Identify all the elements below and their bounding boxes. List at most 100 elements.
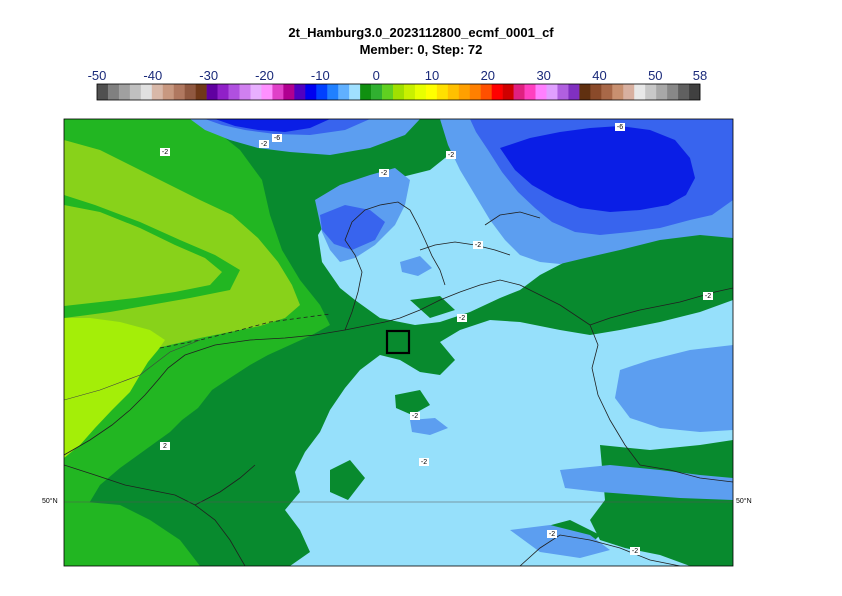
colorbar-cell bbox=[557, 84, 569, 100]
contour-label: -2 bbox=[261, 141, 267, 148]
contour-labels: -2 -6 -2 -2 -6 -2 -2 -2 -2 -2 2 -2 -2 -2 bbox=[160, 123, 713, 555]
colorbar-tick-label: 0 bbox=[373, 68, 380, 83]
colorbar-cell bbox=[382, 84, 394, 100]
contour-label-bg bbox=[547, 530, 557, 538]
colorbar-tick-label: -50 bbox=[88, 68, 107, 83]
colorbar-cell bbox=[217, 84, 229, 100]
colorbar-tick-label: 58 bbox=[693, 68, 707, 83]
contour-label-bg bbox=[446, 151, 456, 159]
colorbar-cell bbox=[656, 84, 668, 100]
field-mid-blue bbox=[510, 525, 610, 558]
chart-title: 2t_Hamburg3.0_2023112800_ecmf_0001_cf bbox=[288, 25, 554, 40]
contour-label: -2 bbox=[549, 531, 555, 538]
contour-label-bg bbox=[457, 314, 467, 322]
colorbar-cell bbox=[480, 84, 492, 100]
colorbar-cell bbox=[623, 84, 635, 100]
colorbar-cell bbox=[206, 84, 218, 100]
colorbar-cell bbox=[447, 84, 460, 100]
contour-label: -2 bbox=[459, 315, 465, 322]
colorbar-cell bbox=[327, 84, 339, 100]
contour-label: -2 bbox=[705, 293, 711, 300]
contour-label: -2 bbox=[632, 548, 638, 555]
colorbar-cell bbox=[645, 84, 657, 100]
colorbar-cell bbox=[184, 84, 196, 100]
contour-label: -2 bbox=[412, 413, 418, 420]
colorbar-cell bbox=[140, 84, 153, 100]
colorbar-cell bbox=[239, 84, 251, 100]
coastlines bbox=[64, 201, 733, 566]
colorbar-tick-labels: -50 -40 -30 -20 -10 0 10 20 30 40 50 58 bbox=[88, 68, 708, 83]
field-dark-green bbox=[395, 390, 430, 415]
colorbar-cell bbox=[667, 84, 679, 100]
colorbar-cell bbox=[283, 84, 295, 100]
colorbar-cell bbox=[524, 84, 536, 100]
colorbar-cell bbox=[579, 84, 591, 100]
contour-label: 2 bbox=[163, 443, 167, 450]
field-deep-blue bbox=[215, 119, 330, 132]
contour-label-bg bbox=[259, 140, 269, 148]
colorbar-cells bbox=[96, 83, 701, 101]
field-yellow-green bbox=[64, 205, 222, 306]
colorbar-cell bbox=[118, 84, 131, 100]
field-deep-blue bbox=[500, 126, 695, 212]
colorbar-tick-label: -30 bbox=[199, 68, 218, 83]
colorbar-cell bbox=[151, 84, 164, 100]
contour-label: -2 bbox=[448, 152, 454, 159]
colorbar-cell bbox=[129, 84, 142, 100]
colorbar-cell bbox=[546, 84, 558, 100]
colorbar-tick-label: 40 bbox=[592, 68, 606, 83]
colorbar-cell bbox=[568, 84, 580, 100]
colorbar-cell bbox=[107, 84, 120, 100]
colorbar-cell bbox=[261, 84, 273, 100]
colorbar-tick-label: 10 bbox=[425, 68, 439, 83]
colorbar-cell bbox=[316, 84, 328, 100]
contour-label-bg bbox=[379, 169, 389, 177]
colorbar-cell bbox=[349, 84, 361, 100]
field-dark-green bbox=[410, 296, 455, 318]
colorbar-tick-label: -40 bbox=[143, 68, 162, 83]
field-blue bbox=[320, 205, 385, 250]
contour-label-bg bbox=[410, 412, 420, 420]
contour-label: -6 bbox=[617, 124, 623, 131]
colorbar-cell bbox=[491, 84, 503, 100]
contour-label: -2 bbox=[162, 149, 168, 156]
contour-label: -2 bbox=[475, 242, 481, 249]
colorbar-cell bbox=[305, 84, 317, 100]
colorbar: -50 -40 -30 -20 -10 0 10 20 30 40 50 58 bbox=[88, 68, 708, 101]
field-mid-blue bbox=[400, 256, 432, 276]
contour-label-bg bbox=[615, 123, 625, 131]
colorbar-cell bbox=[403, 84, 416, 100]
colorbar-tick-label: 30 bbox=[536, 68, 550, 83]
chart-subtitle: Member: 0, Step: 72 bbox=[359, 42, 483, 57]
colorbar-cell bbox=[612, 84, 624, 100]
contour-label: -2 bbox=[381, 170, 387, 177]
colorbar-cell bbox=[678, 84, 690, 100]
map-frame bbox=[63, 118, 734, 567]
colorbar-cell bbox=[634, 84, 646, 100]
colorbar-cell bbox=[590, 84, 602, 100]
colorbar-cell bbox=[272, 84, 284, 100]
contour-label-bg bbox=[160, 148, 170, 156]
colorbar-cell bbox=[250, 84, 262, 100]
field-mid-blue bbox=[560, 465, 733, 500]
latitude-label-right: 50°N bbox=[736, 498, 752, 505]
contour-label: -2 bbox=[421, 459, 427, 466]
colorbar-cell bbox=[360, 84, 372, 100]
contour-label-bg bbox=[473, 241, 483, 249]
field-dark-green bbox=[330, 460, 365, 500]
colorbar-cell bbox=[458, 84, 471, 100]
colorbar-cell bbox=[195, 84, 207, 100]
field-mid-blue bbox=[615, 345, 733, 432]
field-mid-blue bbox=[410, 418, 448, 435]
colorbar-cell bbox=[228, 84, 240, 100]
colorbar-cell bbox=[436, 84, 449, 100]
colorbar-cell bbox=[535, 84, 547, 100]
colorbar-cell bbox=[162, 84, 175, 100]
hamburg-box bbox=[385, 329, 411, 355]
contour-label-bg bbox=[703, 292, 713, 300]
colorbar-cell bbox=[502, 84, 514, 100]
colorbar-cell bbox=[338, 84, 350, 100]
colorbar-tick-label: -20 bbox=[255, 68, 274, 83]
contour-line bbox=[64, 339, 201, 401]
